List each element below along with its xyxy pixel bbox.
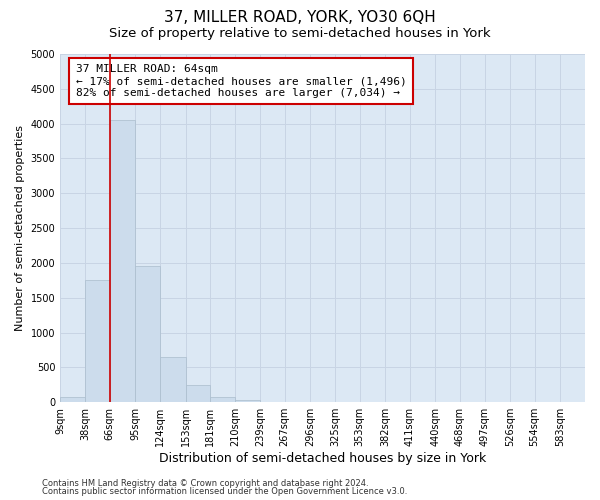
Bar <box>235 400 260 402</box>
Text: 37 MILLER ROAD: 64sqm
← 17% of semi-detached houses are smaller (1,496)
82% of s: 37 MILLER ROAD: 64sqm ← 17% of semi-deta… <box>76 64 407 98</box>
Bar <box>60 397 85 402</box>
Y-axis label: Number of semi-detached properties: Number of semi-detached properties <box>15 125 25 331</box>
Text: 37, MILLER ROAD, YORK, YO30 6QH: 37, MILLER ROAD, YORK, YO30 6QH <box>164 10 436 25</box>
Bar <box>210 396 235 402</box>
Text: Contains HM Land Registry data © Crown copyright and database right 2024.: Contains HM Land Registry data © Crown c… <box>42 478 368 488</box>
Text: Size of property relative to semi-detached houses in York: Size of property relative to semi-detach… <box>109 28 491 40</box>
Bar <box>160 357 185 402</box>
Bar <box>85 280 110 402</box>
X-axis label: Distribution of semi-detached houses by size in York: Distribution of semi-detached houses by … <box>159 452 486 465</box>
Bar <box>185 386 210 402</box>
Bar <box>110 120 135 402</box>
Bar <box>135 266 160 402</box>
Text: Contains public sector information licensed under the Open Government Licence v3: Contains public sector information licen… <box>42 487 407 496</box>
